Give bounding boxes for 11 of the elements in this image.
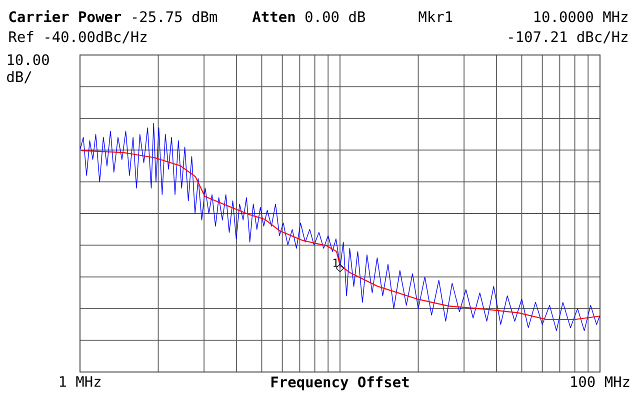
text: 10.00 dB/ <box>7 54 49 84</box>
text: Ref -40.00dBc/Hz <box>9 30 146 44</box>
annotation: 1 <box>334 258 338 267</box>
text: -107.21 dBc/Hz <box>509 30 628 44</box>
text: Atten 0.00 dB <box>252 10 365 22</box>
x-axis-title: Frequency Offset <box>271 376 409 390</box>
text: 10.0000 MHz <box>534 11 628 22</box>
text: Carrier Power -25.75 dBm <box>9 10 218 22</box>
x-tick-label: 100 MHz <box>571 376 630 388</box>
x-tick-label: 1 MHz <box>60 376 100 387</box>
text: Mkr1 <box>418 10 452 22</box>
